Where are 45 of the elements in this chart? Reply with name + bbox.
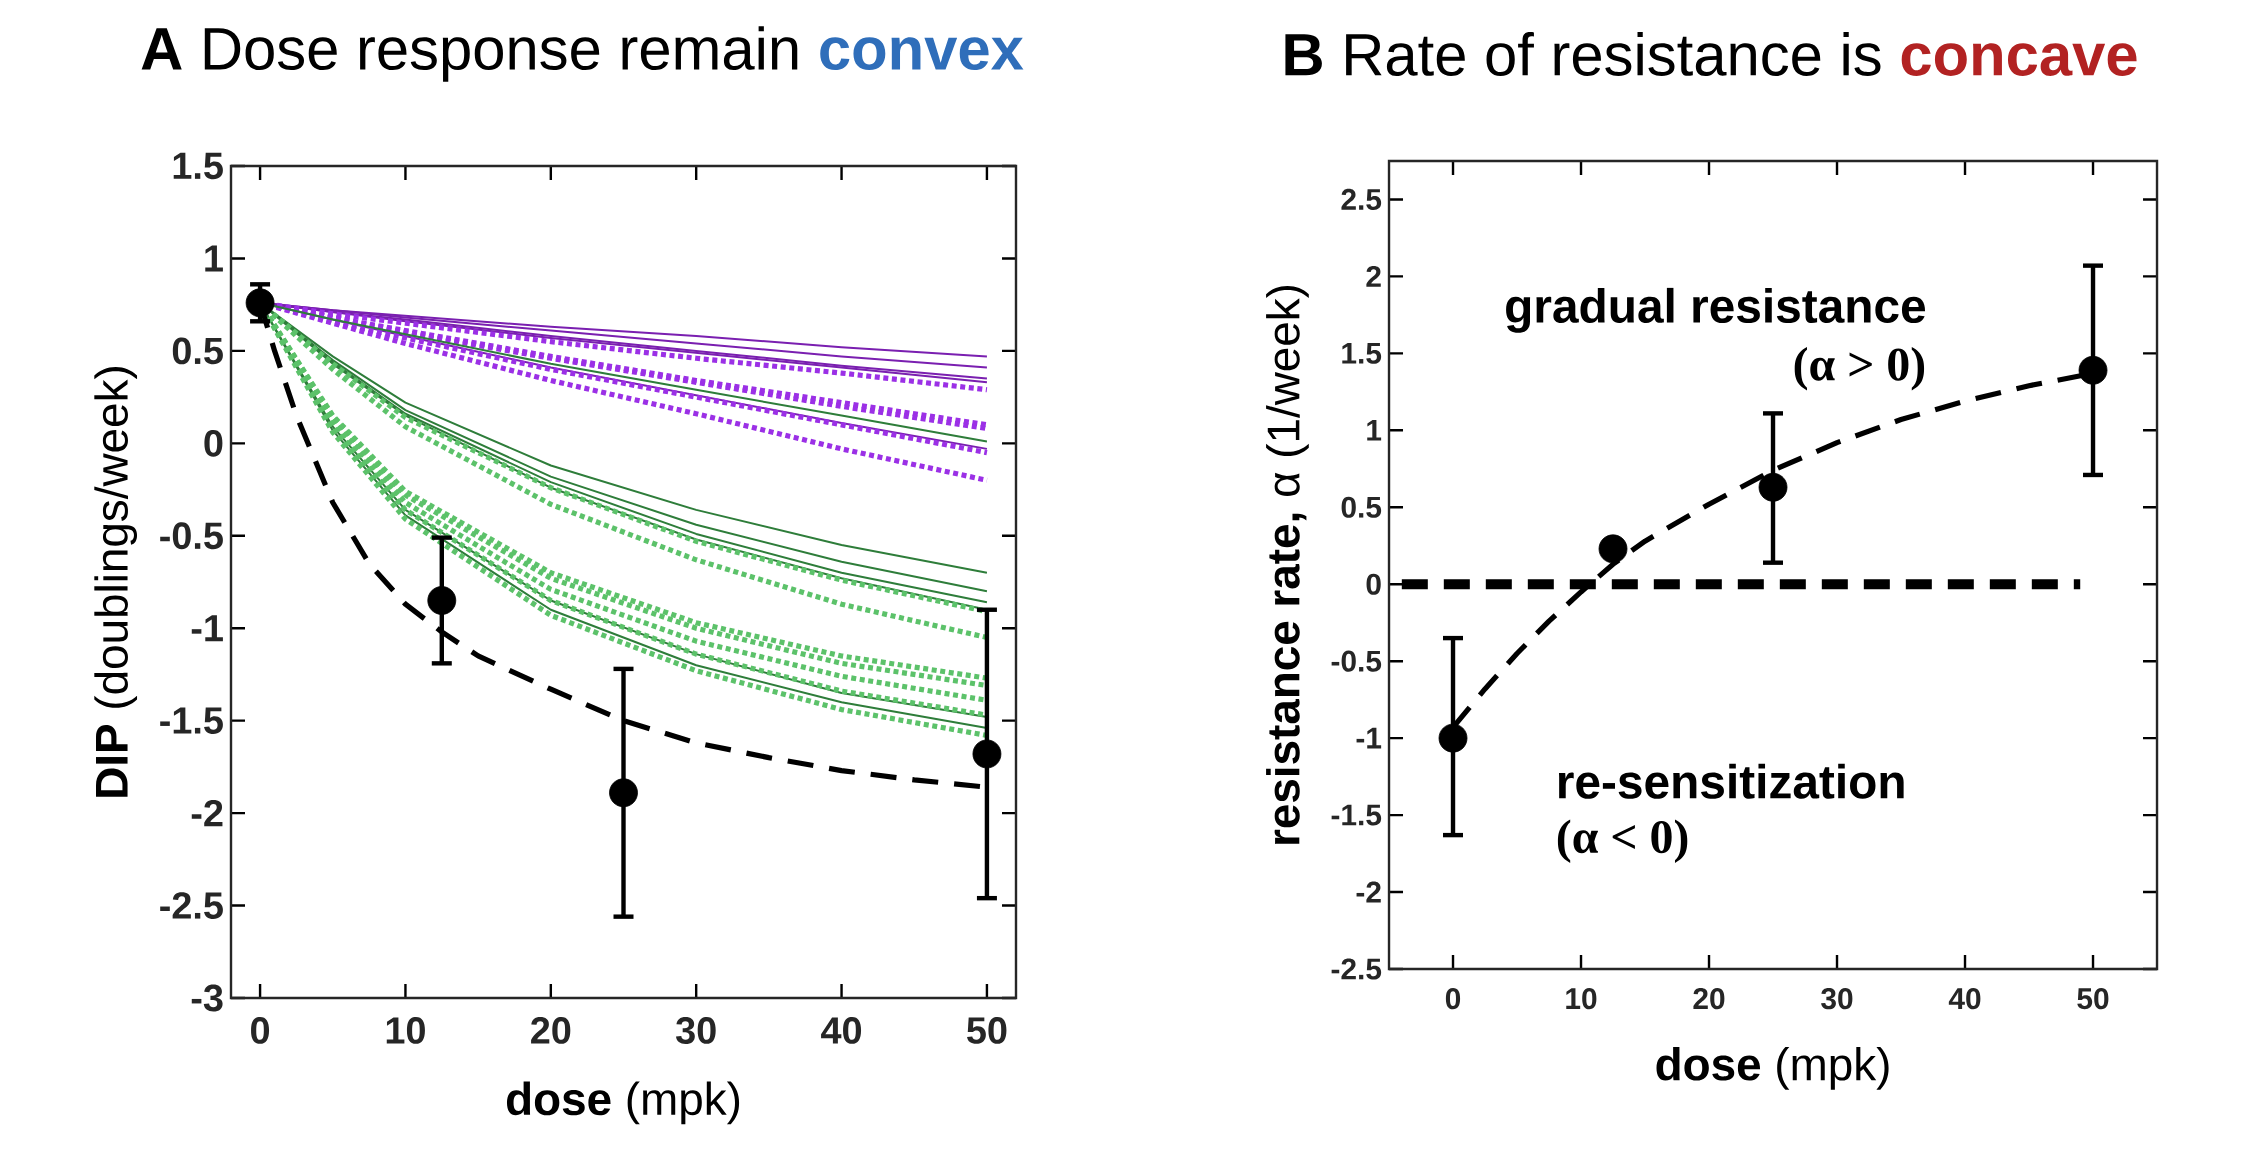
x-tick-label: 30 <box>1821 988 1853 1010</box>
x-tick-label: 0 <box>1445 988 1461 1010</box>
y-tick-label: -3 <box>191 984 223 1012</box>
text: B <box>1285 34 1322 76</box>
y-axis-title: DIP (doublings/week) <box>94 367 138 797</box>
x-tick-label: 20 <box>531 1017 571 1044</box>
y-tick-label: 1 <box>205 245 223 272</box>
y-tick-label: 2.5 <box>1341 188 1382 211</box>
x-tick-label: 10 <box>386 1017 425 1044</box>
y-tick-label: -2 <box>1356 881 1381 903</box>
y-tick-label: -1.5 <box>1331 804 1382 826</box>
y-tick-label: 1 <box>1367 420 1382 441</box>
chart-title: Dose response remain convex <box>204 26 1024 82</box>
y-tick-label: 1.5 <box>1342 342 1382 364</box>
annotation: (α < 0) <box>1557 819 1688 863</box>
y-tick-label: -1 <box>191 615 223 642</box>
chart-title: Rate of resistance is concave <box>1346 32 2137 76</box>
y-tick-label: -2.5 <box>1331 958 1382 980</box>
annotation: (α > 0) <box>1794 347 1925 391</box>
y-tick-label: 1.5 <box>173 152 223 180</box>
x-tick-label: 40 <box>821 1017 862 1044</box>
y-tick-label: -2.5 <box>160 892 223 919</box>
x-tick-label: 40 <box>1948 988 1981 1010</box>
y-axis-title: resistance rate, α (1/week) <box>1266 285 1309 844</box>
y-tick-label: 0.5 <box>1341 496 1382 518</box>
y-tick-label: -2 <box>191 799 223 827</box>
annotation: gradual resistance <box>1506 287 1926 333</box>
x-tick-label: 20 <box>1693 988 1725 1010</box>
y-tick-label: -0.5 <box>1331 650 1382 672</box>
x-tick-label: 0 <box>251 1017 270 1044</box>
x-tick-label: 30 <box>676 1017 716 1044</box>
x-tick-label: 10 <box>1566 988 1597 1010</box>
y-tick-label: -0.5 <box>160 522 223 550</box>
x-axis-title: dose (mpk) <box>1656 1046 1889 1090</box>
text: A <box>141 28 182 70</box>
annotation: re-sensitization <box>1558 763 1904 799</box>
y-tick-label: -1 <box>1356 727 1382 749</box>
y-tick-label: 0 <box>204 429 223 457</box>
y-tick-label: 0 <box>1366 573 1381 595</box>
y-tick-label: -1.5 <box>160 707 223 734</box>
y-tick-label: 0.5 <box>172 337 223 365</box>
x-tick-label: 50 <box>967 1017 1007 1044</box>
x-axis-title: dose (mpk) <box>506 1081 740 1125</box>
y-tick-label: 2 <box>1366 265 1381 287</box>
x-tick-label: 50 <box>2077 988 2109 1010</box>
